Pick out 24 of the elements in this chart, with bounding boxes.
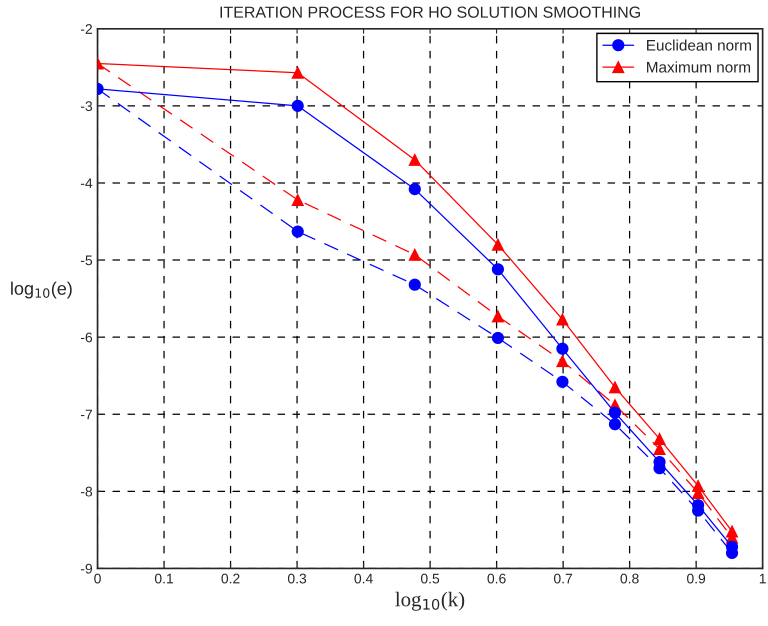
x-tick-label: 0.5 bbox=[420, 574, 440, 584]
x-tick-label: 1 bbox=[760, 574, 766, 584]
x-axis-title: log$_{10}$(k) bbox=[395, 592, 464, 611]
y-tick-label: -5 bbox=[80, 256, 92, 266]
y-axis-title: log$_{10}$(e) bbox=[11, 282, 72, 298]
x-tick-label: 0.8 bbox=[620, 574, 639, 584]
y-tick-label: -4 bbox=[80, 178, 92, 188]
x-tick-label: 0.1 bbox=[154, 574, 174, 584]
x-tick-label: 0.4 bbox=[354, 574, 373, 584]
x-tick-label: 0.3 bbox=[288, 574, 306, 584]
y-tick-label: -9 bbox=[80, 564, 92, 574]
x-tick-label: 0.9 bbox=[687, 574, 706, 584]
y-tick-label: -8 bbox=[80, 486, 92, 496]
y-tick-label: -3 bbox=[80, 101, 92, 112]
y-tick-label: -6 bbox=[80, 332, 92, 342]
y-tick-label: -7 bbox=[80, 410, 92, 420]
legend-label: Maximum norm bbox=[647, 61, 750, 73]
y-tick-label: -2 bbox=[80, 24, 92, 34]
x-tick-label: 0 bbox=[94, 574, 101, 584]
x-tick-label: 0.2 bbox=[221, 574, 240, 584]
x-tick-label: 0.7 bbox=[554, 574, 572, 584]
x-tick-label: 0.6 bbox=[487, 574, 506, 584]
chart-title: ITERATION PROCESS FOR HO SOLUTION SMOOTHING bbox=[220, 6, 640, 18]
legend-label: Euclidean norm bbox=[647, 39, 751, 51]
